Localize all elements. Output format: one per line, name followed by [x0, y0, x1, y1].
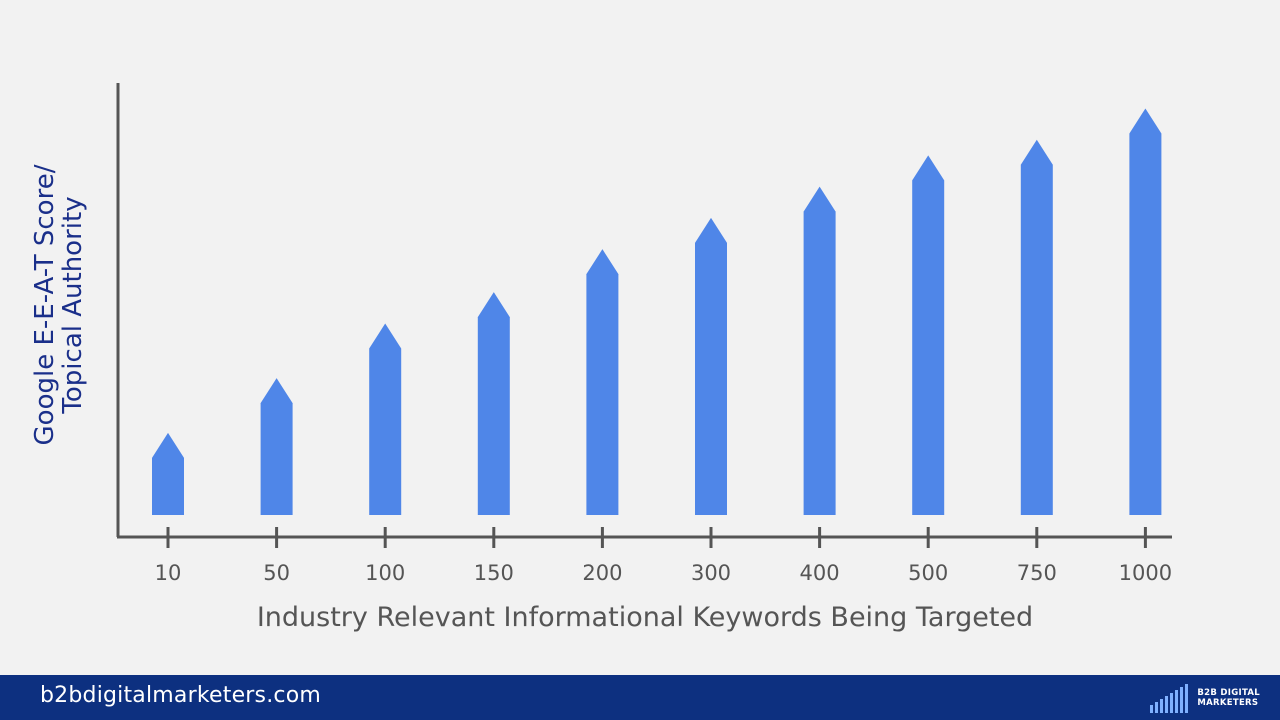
logo-text-line-2: MARKETERS	[1197, 698, 1259, 708]
x-tick-label-200: 200	[582, 561, 622, 585]
y-axis-title-group: Google E-E-A-T Score/ Topical Authority	[30, 164, 88, 445]
x-tick-label-10: 10	[155, 561, 182, 585]
x-tick-label-150: 150	[474, 561, 514, 585]
x-axis-title: Industry Relevant Informational Keywords…	[257, 602, 1033, 633]
bar-400	[803, 186, 836, 516]
x-tick-label-400: 400	[800, 561, 840, 585]
bar-1000	[1129, 108, 1162, 516]
logo-text: B2B DIGITAL MARKETERS	[1197, 688, 1260, 708]
footer-url: b2bdigitalmarketers.com	[40, 683, 321, 708]
bar-50	[260, 378, 293, 515]
x-tick-label-300: 300	[691, 561, 731, 585]
chart: 10 50 100 150 200 300 400 500 750 1000 Industry R…	[30, 83, 1172, 633]
y-axis-title-line-1: Google E-E-A-T Score/	[30, 164, 60, 445]
x-tick-labels-group: 10 50 100 150 200 300 400 500 750 1000	[155, 561, 1172, 585]
bar-200	[586, 249, 619, 515]
bar-150	[477, 292, 510, 515]
bar-750	[1020, 139, 1053, 515]
bar-500	[912, 155, 945, 515]
bars-group	[152, 108, 1162, 516]
x-tick-label-50: 50	[263, 561, 290, 585]
x-tick-label-500: 500	[908, 561, 948, 585]
bar-chart-logo-icon	[1150, 684, 1189, 713]
logo-text-line-1: B2B DIGITAL	[1197, 688, 1260, 698]
brand-logo: B2B DIGITAL MARKETERS	[1150, 683, 1260, 713]
bar-10	[152, 432, 184, 515]
x-tick-label-1000: 1000	[1119, 561, 1172, 585]
x-tick-label-100: 100	[365, 561, 405, 585]
x-tick-label-750: 750	[1017, 561, 1057, 585]
bar-300	[695, 217, 727, 515]
bar-100	[369, 323, 402, 515]
y-axis-title-line-2: Topical Authority	[58, 196, 88, 414]
footer-bar: b2bdigitalmarketers.com B2B DIGITAL MARK…	[0, 675, 1280, 720]
x-ticks-group	[166, 527, 1147, 548]
